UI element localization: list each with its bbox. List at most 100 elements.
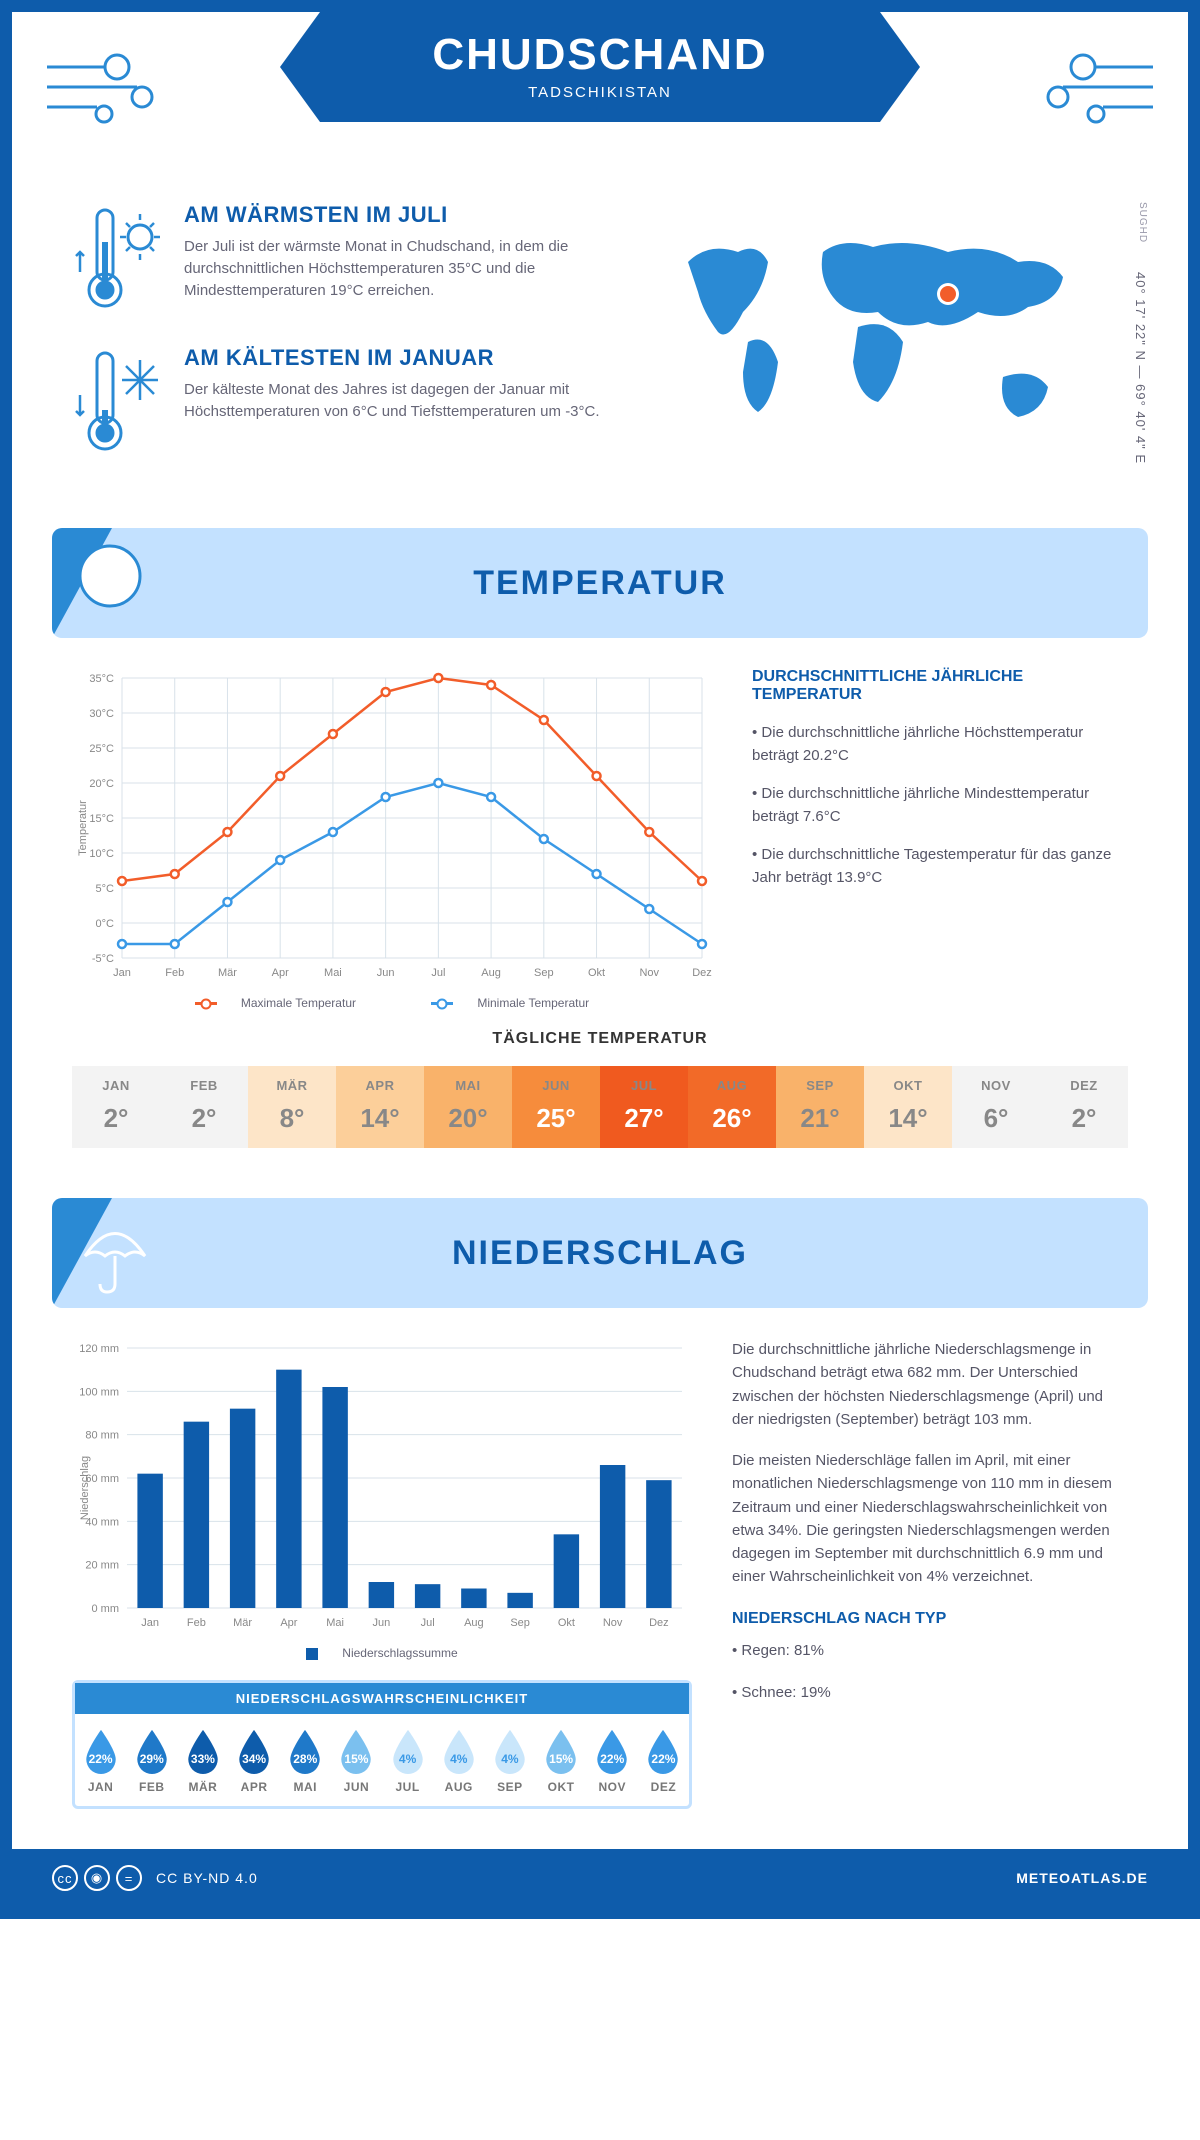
wind-icon-left	[42, 42, 162, 137]
thermometer-cold-icon	[72, 345, 162, 460]
header: CHUDSCHAND TADSCHIKISTAN	[12, 12, 1188, 192]
fact-warm-title: AM WÄRMSTEN IM JULI	[184, 202, 608, 228]
fact-warm-text: Der Juli ist der wärmste Monat in Chudsc…	[184, 236, 608, 301]
precip-banner: NIEDERSCHLAG	[52, 1198, 1148, 1308]
svg-text:Mär: Mär	[233, 1617, 252, 1629]
intro-section: AM WÄRMSTEN IM JULI Der Juli ist der wär…	[12, 192, 1188, 518]
infographic-page: CHUDSCHAND TADSCHIKISTAN AM WÄRMSTEN IM …	[0, 0, 1200, 1919]
region-label: SUGHD	[1137, 202, 1148, 243]
license-label: CC BY-ND 4.0	[156, 1870, 258, 1886]
precip-prob-box: NIEDERSCHLAGSWAHRSCHEINLICHKEIT 22%JAN29…	[72, 1680, 692, 1809]
svg-text:Okt: Okt	[588, 967, 605, 979]
wind-icon-right	[1038, 42, 1158, 137]
svg-text:Apr: Apr	[272, 967, 289, 979]
daily-temp-cell: APR14°	[336, 1066, 424, 1148]
svg-text:Mai: Mai	[326, 1617, 344, 1629]
precip-prob-cell: 33%MÄR	[177, 1714, 228, 1806]
svg-text:Aug: Aug	[481, 967, 501, 979]
svg-text:20°C: 20°C	[89, 778, 114, 790]
precip-p2: Die meisten Niederschläge fallen im Apri…	[732, 1449, 1128, 1589]
svg-text:-5°C: -5°C	[92, 953, 114, 965]
temp-summary-b1: • Die durchschnittliche jährliche Höchst…	[752, 722, 1128, 767]
country-name: TADSCHIKISTAN	[320, 84, 880, 101]
svg-text:80 mm: 80 mm	[85, 1430, 119, 1442]
precip-prob-cell: 28%MAI	[280, 1714, 331, 1806]
temp-banner: TEMPERATUR	[52, 528, 1148, 638]
svg-text:Mai: Mai	[324, 967, 342, 979]
legend-min: Minimale Temperatur	[477, 996, 589, 1010]
daily-temp-cell: MAI20°	[424, 1066, 512, 1148]
temp-summary: DURCHSCHNITTLICHE JÄHRLICHE TEMPERATUR •…	[752, 668, 1128, 1010]
precip-prob-cell: 4%JUL	[382, 1714, 433, 1806]
temp-legend: Maximale Temperatur Minimale Temperatur	[72, 996, 712, 1010]
nd-icon: =	[116, 1865, 142, 1891]
precip-rain: • Regen: 81%	[732, 1639, 1128, 1662]
footer: cc ◉ = CC BY-ND 4.0 METEOATLAS.DE	[12, 1849, 1188, 1907]
temp-summary-b3: • Die durchschnittliche Tagestemperatur …	[752, 844, 1128, 889]
precip-snow: • Schnee: 19%	[732, 1681, 1128, 1704]
precip-prob-cell: 22%DEZ	[638, 1714, 689, 1806]
svg-text:Jun: Jun	[377, 967, 395, 979]
precip-bar-chart: 0 mm20 mm40 mm60 mm80 mm100 mm120 mmJanF…	[72, 1338, 692, 1638]
precip-prob-cell: 4%AUG	[433, 1714, 484, 1806]
daily-temp-cell: OKT14°	[864, 1066, 952, 1148]
city-name: CHUDSCHAND	[320, 30, 880, 80]
daily-temp-cell: JAN2°	[72, 1066, 160, 1148]
svg-text:Sep: Sep	[534, 967, 554, 979]
precip-prob-cell: 22%NOV	[587, 1714, 638, 1806]
temp-summary-b2: • Die durchschnittliche jährliche Mindes…	[752, 783, 1128, 828]
svg-text:Jul: Jul	[431, 967, 445, 979]
precip-prob-cell: 15%JUN	[331, 1714, 382, 1806]
precip-prob-cell: 34%APR	[229, 1714, 280, 1806]
svg-text:Apr: Apr	[280, 1617, 297, 1629]
sun-icon	[70, 536, 160, 626]
svg-text:100 mm: 100 mm	[79, 1386, 119, 1398]
precip-type-title: NIEDERSCHLAG NACH TYP	[732, 1607, 1128, 1632]
svg-text:Dez: Dez	[692, 967, 712, 979]
fact-coldest: AM KÄLTESTEN IM JANUAR Der kälteste Mona…	[72, 345, 608, 460]
svg-text:0°C: 0°C	[96, 918, 115, 930]
precip-prob-cell: 15%OKT	[536, 1714, 587, 1806]
svg-text:Mär: Mär	[218, 967, 237, 979]
fact-warmest: AM WÄRMSTEN IM JULI Der Juli ist der wär…	[72, 202, 608, 317]
svg-text:120 mm: 120 mm	[79, 1343, 119, 1355]
svg-text:20 mm: 20 mm	[85, 1560, 119, 1572]
svg-text:25°C: 25°C	[89, 743, 114, 755]
daily-temp-cell: JUN25°	[512, 1066, 600, 1148]
daily-temp-cell: MÄR8°	[248, 1066, 336, 1148]
umbrella-icon	[70, 1206, 160, 1296]
svg-text:Jan: Jan	[113, 967, 131, 979]
svg-text:Nov: Nov	[639, 967, 659, 979]
daily-temp-cell: JUL27°	[600, 1066, 688, 1148]
precip-text: Die durchschnittliche jährliche Niedersc…	[732, 1338, 1128, 1809]
svg-text:Temperatur: Temperatur	[77, 800, 89, 856]
svg-text:5°C: 5°C	[96, 883, 115, 895]
precip-prob-cell: 29%FEB	[126, 1714, 177, 1806]
svg-text:Feb: Feb	[165, 967, 184, 979]
precip-legend-label: Niederschlagssumme	[342, 1646, 457, 1660]
svg-text:Niederschlag: Niederschlag	[79, 1456, 91, 1520]
svg-text:Aug: Aug	[464, 1617, 484, 1629]
precip-p1: Die durchschnittliche jährliche Niedersc…	[732, 1338, 1128, 1431]
svg-text:10°C: 10°C	[89, 848, 114, 860]
temp-line-chart: -5°C0°C5°C10°C15°C20°C25°C30°C35°CJanFeb…	[72, 668, 712, 1010]
temp-body: -5°C0°C5°C10°C15°C20°C25°C30°C35°CJanFeb…	[12, 668, 1188, 1030]
location-map: SUGHD 40° 17' 22" N — 69° 40' 4" E	[648, 202, 1128, 488]
daily-temp-cell: FEB2°	[160, 1066, 248, 1148]
daily-temp-cell: DEZ2°	[1040, 1066, 1128, 1148]
precip-legend: Niederschlagssumme	[72, 1646, 692, 1660]
temp-section-title: TEMPERATUR	[473, 564, 727, 603]
by-icon: ◉	[84, 1865, 110, 1891]
cc-icons: cc ◉ =	[52, 1865, 142, 1891]
temp-summary-title: DURCHSCHNITTLICHE JÄHRLICHE TEMPERATUR	[752, 668, 1128, 704]
svg-text:Okt: Okt	[558, 1617, 575, 1629]
svg-text:30°C: 30°C	[89, 708, 114, 720]
svg-text:Jan: Jan	[141, 1617, 159, 1629]
intro-facts: AM WÄRMSTEN IM JULI Der Juli ist der wär…	[72, 202, 608, 488]
daily-temp-table: TÄGLICHE TEMPERATUR JAN2°FEB2°MÄR8°APR14…	[12, 1030, 1188, 1188]
fact-cold-text: Der kälteste Monat des Jahres ist dagege…	[184, 379, 608, 423]
precip-body: 0 mm20 mm40 mm60 mm80 mm100 mm120 mmJanF…	[12, 1338, 1188, 1849]
daily-temp-cell: NOV6°	[952, 1066, 1040, 1148]
daily-temp-title: TÄGLICHE TEMPERATUR	[72, 1030, 1128, 1048]
precip-prob-cell: 22%JAN	[75, 1714, 126, 1806]
